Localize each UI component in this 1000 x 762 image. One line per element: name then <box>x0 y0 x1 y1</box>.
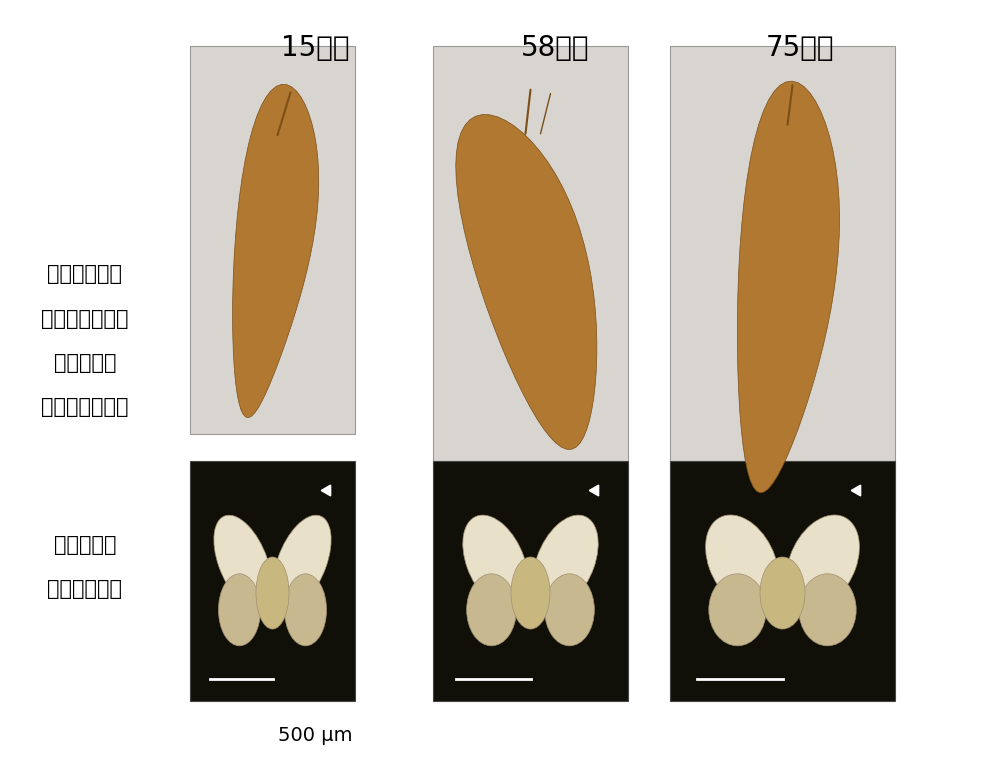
Text: おいたナメクジ: おいたナメクジ <box>41 397 129 417</box>
Ellipse shape <box>545 574 594 646</box>
Text: 15日目: 15日目 <box>281 34 349 62</box>
Text: ナメクジの脳: ナメクジの脳 <box>48 579 122 599</box>
Ellipse shape <box>214 515 272 608</box>
Polygon shape <box>456 114 597 450</box>
Bar <box>190 46 355 434</box>
Ellipse shape <box>787 515 859 609</box>
Text: 切断されてから: 切断されてから <box>41 309 129 328</box>
Ellipse shape <box>760 557 805 629</box>
Text: 75日目: 75日目 <box>766 34 834 62</box>
Ellipse shape <box>218 574 261 646</box>
Ellipse shape <box>799 574 856 646</box>
Bar <box>670 461 895 701</box>
Ellipse shape <box>511 557 550 629</box>
Ellipse shape <box>709 574 766 646</box>
Ellipse shape <box>284 574 327 646</box>
Ellipse shape <box>256 557 289 629</box>
Polygon shape <box>233 85 319 418</box>
Text: 500 μm: 500 μm <box>278 726 352 745</box>
Bar <box>190 461 355 701</box>
Text: 58日目: 58日目 <box>521 34 589 62</box>
Text: それぞれの: それぞれの <box>54 535 116 555</box>
Bar <box>670 46 895 511</box>
Ellipse shape <box>467 574 516 646</box>
Polygon shape <box>737 81 840 493</box>
Ellipse shape <box>463 515 528 609</box>
Bar <box>433 46 628 465</box>
Text: 右の大触角を: 右の大触角を <box>48 264 122 284</box>
Bar <box>433 461 628 701</box>
Ellipse shape <box>706 515 778 609</box>
Ellipse shape <box>533 515 598 609</box>
Ellipse shape <box>273 515 331 608</box>
Text: 回復期間を: 回復期間を <box>54 353 116 373</box>
